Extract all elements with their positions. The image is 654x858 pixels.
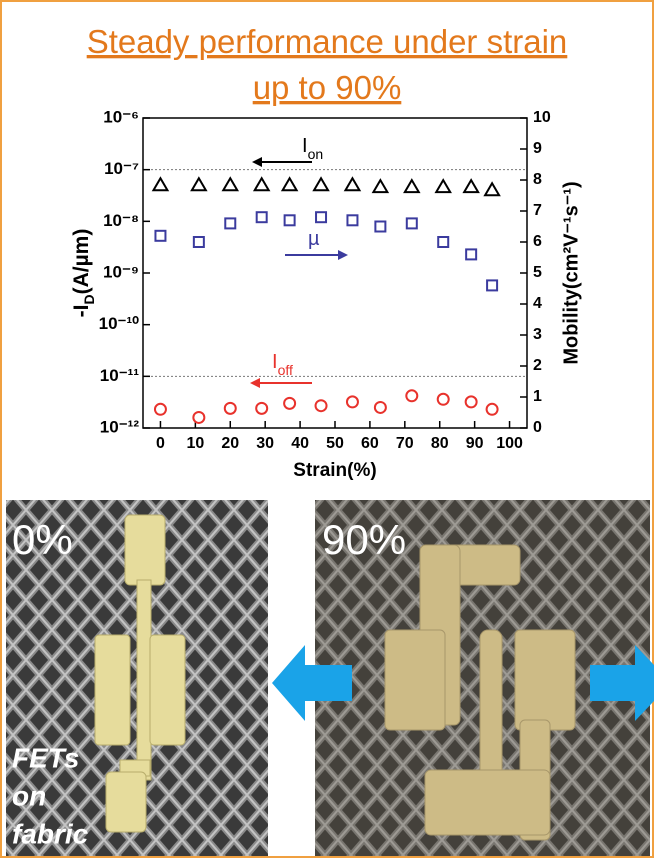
y-label-part: D	[81, 294, 97, 304]
caption: on	[12, 780, 46, 811]
y2-tick-label: 6	[533, 233, 542, 250]
x-tick-label: 80	[431, 435, 449, 452]
y-tick-label: 10⁻⁸	[103, 211, 139, 230]
y-tick-label: 10⁻⁹	[103, 262, 139, 281]
x-tick-label: 100	[496, 435, 523, 452]
y-label-part: -I	[70, 305, 93, 318]
y-tick-label: 10⁻¹¹	[100, 366, 140, 385]
series-label-part: off	[278, 362, 293, 378]
caption: fabric	[12, 818, 89, 849]
y2-tick-label: 1	[533, 388, 542, 405]
y2-tick-label: 10	[533, 109, 551, 126]
x-tick-label: 40	[291, 435, 309, 452]
title-line: up to 90%	[253, 69, 402, 106]
x-tick-label: 30	[256, 435, 274, 452]
y2-tick-label: 9	[533, 140, 542, 157]
y2-tick-label: 0	[533, 419, 542, 436]
x-tick-label: 90	[466, 435, 484, 452]
x-tick-label: 60	[361, 435, 379, 452]
y2-tick-label: 4	[533, 295, 542, 312]
y-tick-label: 10⁻¹⁰	[99, 314, 140, 333]
y2-axis-label: Mobility(cm²V⁻¹s⁻¹)	[560, 181, 582, 364]
caption: FETs	[12, 742, 79, 773]
y2-tick-label: 5	[533, 264, 542, 281]
x-tick-label: 50	[326, 435, 344, 452]
series-label: µ	[308, 228, 320, 250]
photo-label: 0%	[12, 516, 73, 563]
photo-label: 90%	[322, 516, 406, 563]
y2-tick-label: 3	[533, 326, 542, 343]
y2-tick-label: 8	[533, 171, 542, 188]
x-tick-label: 70	[396, 435, 414, 452]
y2-tick-label: 7	[533, 202, 542, 219]
x-axis-label: Strain(%)	[293, 460, 376, 481]
y-tick-label: 10⁻⁷	[104, 159, 139, 178]
y-tick-label: 10⁻¹²	[100, 417, 140, 436]
y-label-part: (A/µm)	[70, 229, 93, 295]
page: {"chart_data": {"type": "scatter", "titl…	[0, 0, 654, 858]
series-label-part: on	[308, 146, 324, 162]
figure: 0% 90% FETs on fabric Steady performance…	[0, 0, 654, 858]
x-tick-label: 0	[156, 435, 165, 452]
title-line: Steady performance under strain	[87, 23, 568, 60]
y2-tick-label: 2	[533, 357, 542, 374]
series-label-part: µ	[308, 228, 320, 250]
y-tick-label: 10⁻⁶	[103, 107, 139, 126]
x-tick-label: 20	[221, 435, 239, 452]
x-tick-label: 10	[186, 435, 204, 452]
